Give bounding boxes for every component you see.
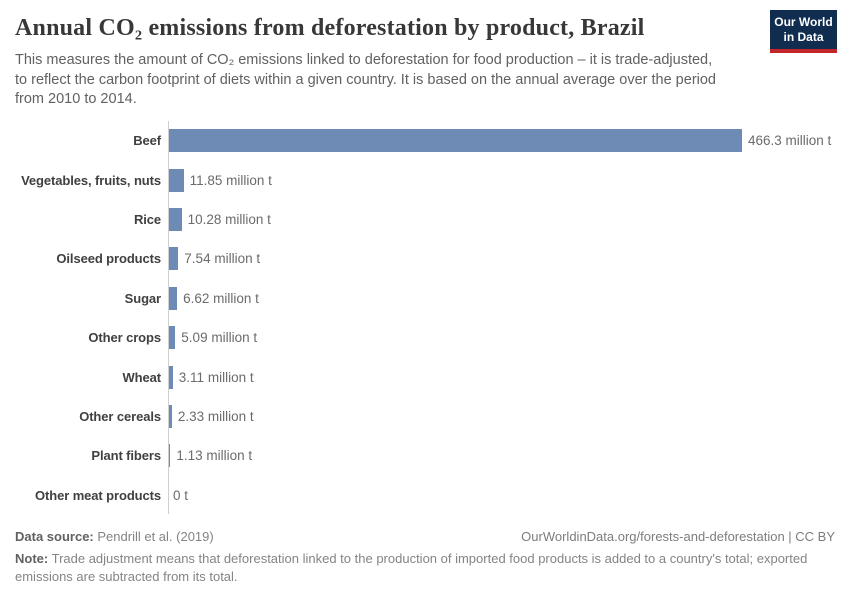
table-row: Plant fibers 1.13 million t [0, 436, 850, 475]
table-row: Other cereals 2.33 million t [0, 397, 850, 436]
bar-area: 7.54 million t [169, 247, 261, 271]
bar[interactable] [169, 326, 176, 350]
category-label: Beef [133, 133, 161, 149]
category-label: Other cereals [79, 409, 161, 425]
value-label: 0 t [173, 487, 189, 503]
table-row: Wheat 3.11 million t [0, 357, 850, 396]
bar-area: 2.33 million t [169, 405, 254, 429]
bar-chart: Beef 466.3 million t Vegetables, fruits, n… [0, 121, 850, 515]
bar-area: 6.62 million t [169, 286, 259, 310]
bar[interactable] [169, 444, 171, 468]
category-label: Vegetables, fruits, nuts [21, 172, 161, 188]
bar[interactable] [169, 129, 742, 153]
category-label: Other crops [88, 330, 161, 346]
chart-header: Annual CO₂ emissions from deforestation … [15, 13, 835, 110]
table-row: Beef 466.3 million t [0, 121, 850, 160]
owid-logo-line1: Our World [774, 15, 833, 29]
category-label: Rice [133, 212, 161, 228]
bar[interactable] [169, 168, 184, 192]
category-label: Wheat [122, 369, 161, 385]
table-row: Sugar 6.62 million t [0, 279, 850, 318]
bar[interactable] [169, 286, 178, 310]
bar-area: 0 t [169, 484, 188, 507]
category-label: Plant fibers [91, 448, 161, 464]
value-label: 10.28 million t [187, 212, 271, 228]
bar-area: 1.13 million t [169, 444, 253, 468]
table-row: Oilseed products 7.54 million t [0, 239, 850, 278]
value-label: 5.09 million t [181, 330, 258, 346]
value-label: 7.54 million t [184, 251, 261, 267]
bar[interactable] [169, 365, 173, 389]
bar-area: 11.85 million t [169, 168, 272, 192]
category-label: Oilseed products [56, 251, 161, 267]
value-label: 466.3 million t [748, 133, 832, 149]
table-row: Other meat products 0 t [0, 476, 850, 515]
bar-area: 3.11 million t [169, 365, 254, 389]
table-row: Other crops 5.09 million t [0, 318, 850, 357]
owid-logo-line2: in Data [783, 30, 824, 44]
value-label: 1.13 million t [176, 448, 253, 464]
citation-link[interactable]: OurWorldinData.org/forests-and-deforesta… [521, 529, 835, 544]
y-axis-line [168, 121, 169, 514]
value-label: 3.11 million t [178, 369, 254, 385]
footer-sources-row: Data source: Pendrill et al. (2019) OurW… [15, 529, 835, 544]
bar-area: 5.09 million t [169, 326, 258, 350]
value-label: 11.85 million t [189, 172, 272, 188]
data-source-label: Data source: [15, 529, 94, 544]
table-row: Rice 10.28 million t [0, 200, 850, 239]
category-label: Sugar [124, 290, 161, 306]
value-label: 6.62 million t [183, 290, 259, 306]
owid-logo: Our World in Data [770, 10, 837, 53]
bar[interactable] [169, 405, 172, 429]
note-label: Note: [15, 551, 49, 566]
data-source-value: Pendrill et al. (2019) [97, 529, 214, 544]
bar-chart-rows: Beef 466.3 million t Vegetables, fruits, n… [0, 121, 850, 515]
data-source-line: Data source: Pendrill et al. (2019) [15, 529, 214, 544]
page-title: Annual CO₂ emissions from deforestation … [15, 15, 645, 41]
bar[interactable] [169, 247, 179, 271]
bar-area: 10.28 million t [169, 208, 271, 232]
category-label: Other meat products [35, 487, 161, 503]
footer-note: Note: Trade adjustment means that defore… [15, 550, 835, 586]
bar[interactable] [169, 208, 182, 232]
bar-area: 466.3 million t [169, 129, 832, 153]
chart-subtitle: This measures the amount of CO₂ emission… [15, 52, 716, 107]
chart-footer: Data source: Pendrill et al. (2019) OurW… [15, 529, 835, 586]
note-text: Trade adjustment means that deforestatio… [15, 551, 808, 584]
table-row: Vegetables, fruits, nuts 11.85 million t [0, 160, 850, 199]
value-label: 2.33 million t [177, 409, 254, 425]
